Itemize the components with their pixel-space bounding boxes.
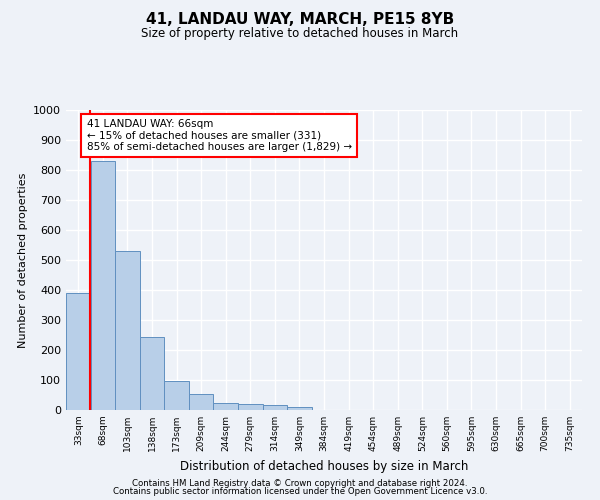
Bar	[189, 394, 214, 410]
Bar	[66, 293, 91, 410]
Bar	[263, 405, 287, 410]
Text: Contains HM Land Registry data © Crown copyright and database right 2024.: Contains HM Land Registry data © Crown c…	[132, 478, 468, 488]
Text: Contains public sector information licensed under the Open Government Licence v3: Contains public sector information licen…	[113, 487, 487, 496]
Bar	[238, 404, 263, 410]
X-axis label: Distribution of detached houses by size in March: Distribution of detached houses by size …	[180, 460, 468, 472]
Text: 41 LANDAU WAY: 66sqm
← 15% of detached houses are smaller (331)
85% of semi-deta: 41 LANDAU WAY: 66sqm ← 15% of detached h…	[86, 119, 352, 152]
Bar	[164, 381, 189, 410]
Text: 41, LANDAU WAY, MARCH, PE15 8YB: 41, LANDAU WAY, MARCH, PE15 8YB	[146, 12, 454, 28]
Bar	[287, 406, 312, 410]
Text: Size of property relative to detached houses in March: Size of property relative to detached ho…	[142, 28, 458, 40]
Y-axis label: Number of detached properties: Number of detached properties	[17, 172, 28, 348]
Bar	[214, 404, 238, 410]
Bar	[115, 251, 140, 410]
Bar	[91, 161, 115, 410]
Bar	[140, 338, 164, 410]
